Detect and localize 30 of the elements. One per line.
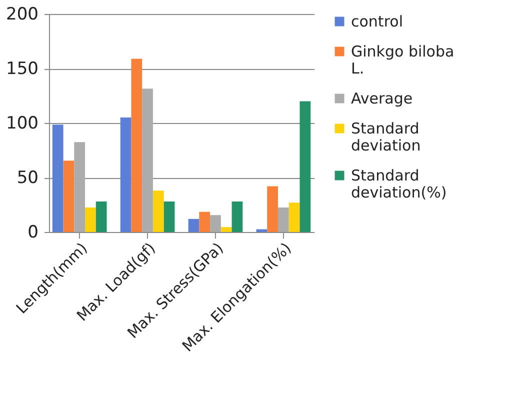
y-tick-label: 0 [28, 222, 38, 242]
y-tick-label: 200 [6, 4, 38, 24]
bar [120, 118, 132, 232]
bar [220, 227, 232, 232]
bar [96, 201, 107, 232]
bar [131, 58, 142, 232]
y-tick-label: 100 [6, 114, 38, 134]
bar [210, 215, 221, 232]
bar [256, 229, 268, 232]
bar [152, 190, 164, 232]
legend-label: Average [351, 90, 413, 108]
bar [142, 88, 153, 232]
bar [288, 202, 300, 232]
bar [74, 142, 86, 232]
bar [63, 160, 74, 232]
y-tick-label: 50 [16, 168, 38, 188]
legend-label: control [351, 12, 403, 30]
legend-label: Standard deviation [351, 120, 421, 154]
legend-label: Standard deviation(%) [351, 166, 447, 202]
y-tick-label: 150 [6, 59, 38, 79]
bar [300, 101, 311, 232]
bar [85, 207, 96, 232]
bar [278, 207, 289, 232]
bar [164, 201, 175, 232]
bar [267, 186, 278, 232]
bar [188, 218, 200, 232]
bar [199, 212, 210, 232]
legend-label: Ginkgo biloba L. [351, 42, 454, 78]
bar [232, 201, 243, 232]
bar [52, 124, 64, 232]
